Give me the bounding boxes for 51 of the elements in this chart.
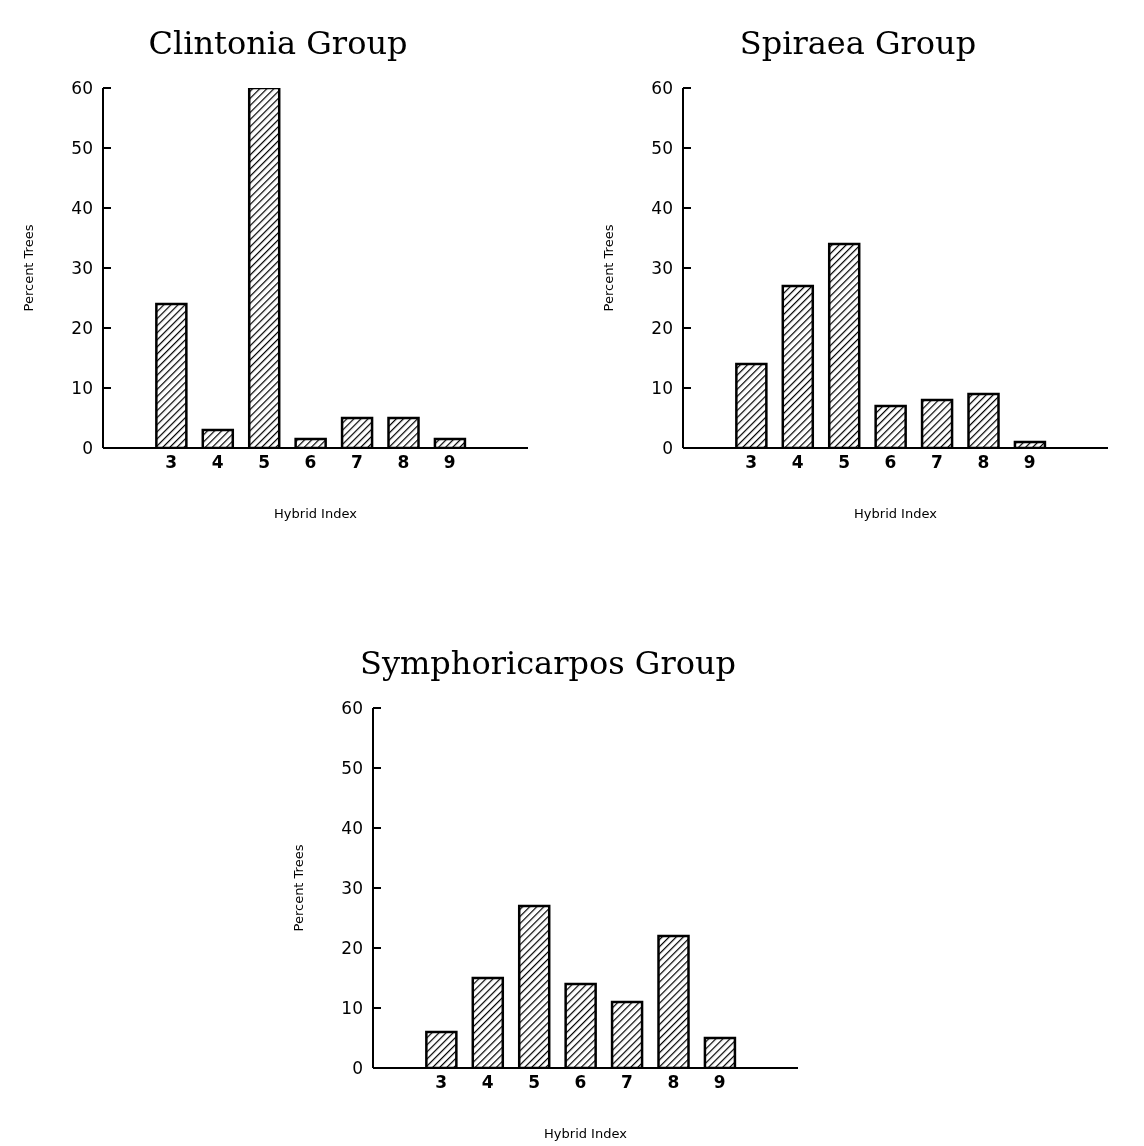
y-tick-label: 0	[82, 438, 93, 459]
y-tick-label: 20	[71, 318, 93, 339]
y-tick-label: 50	[341, 758, 363, 779]
x-tick-label: 6	[884, 452, 897, 473]
y-tick-label: 30	[651, 258, 673, 279]
x-tick-label: 5	[258, 452, 270, 473]
x-tick-label: 5	[528, 1072, 540, 1093]
y-tick-label: 20	[651, 318, 673, 339]
y-tick-label: 10	[341, 998, 363, 1019]
x-tick-label: 6	[304, 452, 317, 473]
x-tick-label: 8	[977, 452, 990, 473]
y-tick-label: 0	[662, 438, 673, 459]
chart-title: Symphoricarpos Group	[358, 643, 738, 684]
x-tick-label: 7	[931, 452, 943, 473]
y-tick-label: 10	[651, 378, 673, 399]
x-axis-title: Hybrid Index	[274, 506, 358, 521]
y-axis-title: Percent Trees	[20, 224, 36, 312]
y-tick-label: 20	[341, 938, 363, 959]
y-tick-label: 40	[651, 198, 673, 219]
y-tick-label: 40	[341, 818, 363, 839]
y-tick-label: 60	[71, 78, 93, 99]
x-tick-label: 7	[621, 1072, 633, 1093]
chart-title: Spiraea Group	[738, 23, 978, 64]
x-tick-label: 8	[397, 452, 410, 473]
x-tick-label: 3	[435, 1072, 448, 1093]
y-tick-label: 40	[71, 198, 93, 219]
x-tick-label: 9	[713, 1072, 726, 1093]
y-tick-label: 0	[352, 1058, 363, 1079]
x-tick-label: 4	[481, 1072, 494, 1093]
x-tick-label: 6	[574, 1072, 587, 1093]
x-tick-label: 4	[791, 452, 804, 473]
x-tick-label: 5	[838, 452, 850, 473]
x-tick-label: 3	[165, 452, 178, 473]
y-tick-label: 30	[341, 878, 363, 899]
x-tick-label: 9	[443, 452, 456, 473]
x-tick-label: 9	[1023, 452, 1036, 473]
x-axis-title: Hybrid Index	[854, 506, 938, 521]
y-axis-title: Percent Trees	[600, 224, 616, 312]
y-tick-label: 30	[71, 258, 93, 279]
x-tick-label: 4	[211, 452, 224, 473]
x-axis-title: Hybrid Index	[544, 1126, 628, 1141]
y-tick-label: 60	[651, 78, 673, 99]
y-axis-title: Percent Trees	[290, 844, 306, 932]
y-tick-label: 60	[341, 698, 363, 719]
x-tick-label: 3	[745, 452, 758, 473]
y-tick-label: 10	[71, 378, 93, 399]
y-tick-label: 50	[651, 138, 673, 159]
x-tick-label: 7	[351, 452, 363, 473]
y-tick-label: 50	[71, 138, 93, 159]
chart-title: Clintonia Group	[147, 23, 409, 64]
x-tick-label: 8	[667, 1072, 680, 1093]
